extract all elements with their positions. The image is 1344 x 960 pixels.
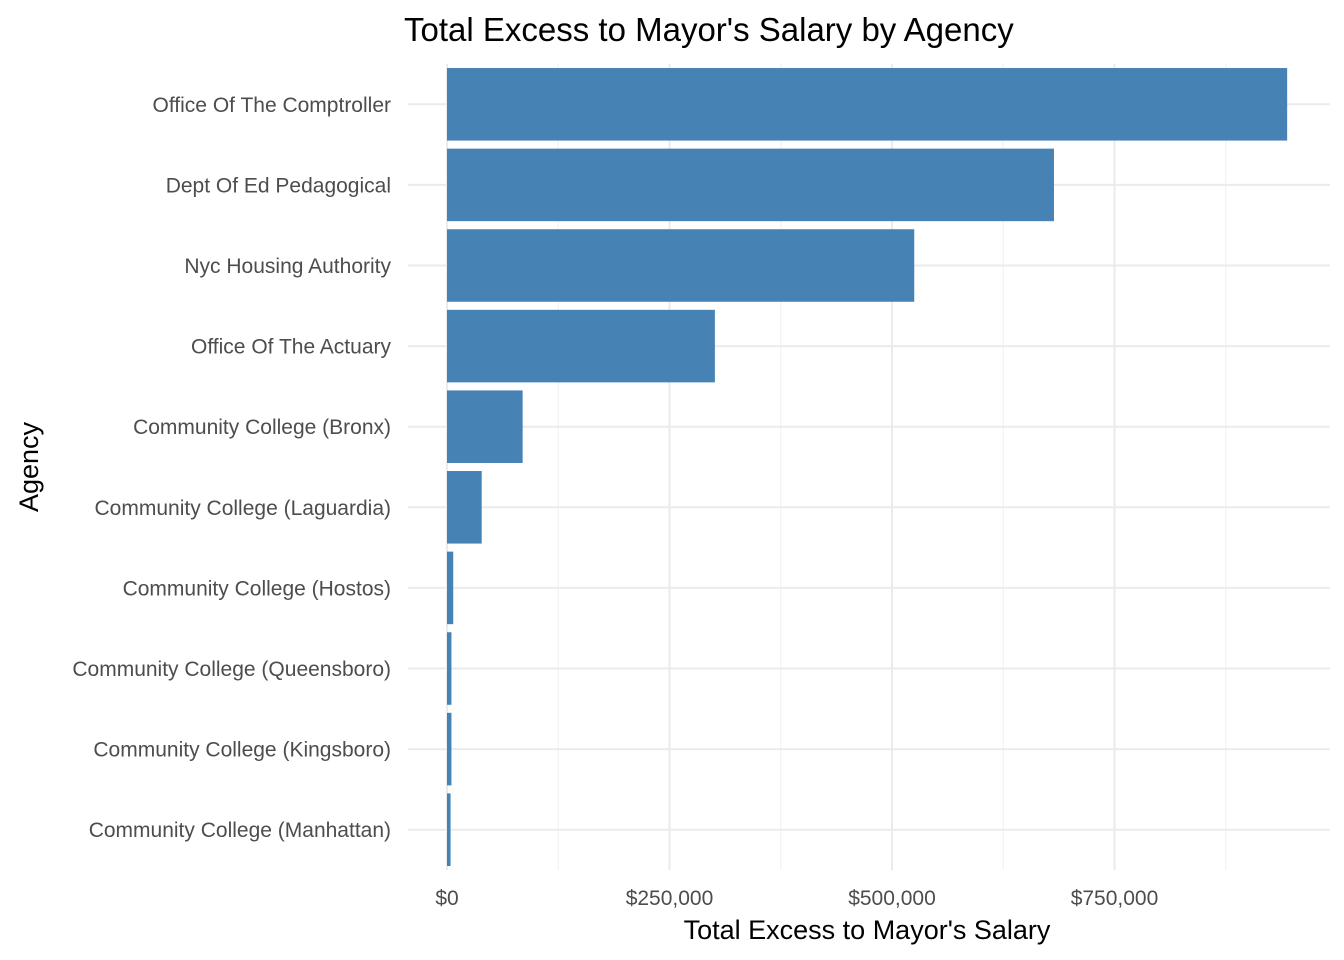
bar <box>447 712 452 786</box>
y-tick-label: Community College (Bronx) <box>133 416 391 439</box>
y-tick-label: Community College (Manhattan) <box>89 819 391 842</box>
x-tick-label: $0 <box>435 887 458 910</box>
x-tick-labels: $0 $250,000 $500,000 $750,000 <box>435 887 1158 910</box>
y-tick-label: Office Of The Comptroller <box>153 94 391 117</box>
bar <box>447 148 1054 222</box>
bar <box>447 309 715 383</box>
bar <box>447 551 454 625</box>
x-tick-label: $250,000 <box>626 887 714 910</box>
x-tick-label: $750,000 <box>1071 887 1159 910</box>
y-tick-label: Community College (Kingsboro) <box>93 739 391 762</box>
bar <box>447 68 1288 141</box>
y-tick-label: Nyc Housing Authority <box>184 255 391 278</box>
bar <box>447 793 451 866</box>
y-tick-label: Community College (Laguardia) <box>95 497 391 520</box>
y-tick-labels: Office Of The Comptroller Dept Of Ed Peda… <box>72 94 391 842</box>
bar <box>447 471 482 544</box>
x-tick-label: $500,000 <box>848 887 936 910</box>
y-tick-label: Community College (Hostos) <box>123 577 391 600</box>
x-axis-title: Total Excess to Mayor's Salary <box>684 915 1051 945</box>
bar <box>447 390 523 463</box>
chart-title: Total Excess to Mayor's Salary by Agency <box>404 11 1014 48</box>
y-tick-label: Community College (Queensboro) <box>72 658 391 681</box>
y-axis-title: Agency <box>14 421 44 512</box>
y-tick-label: Dept Of Ed Pedagogical <box>166 174 391 197</box>
bar <box>447 632 452 705</box>
y-tick-label: Office Of The Actuary <box>191 336 391 359</box>
bars <box>447 68 1288 866</box>
bar <box>447 229 915 302</box>
